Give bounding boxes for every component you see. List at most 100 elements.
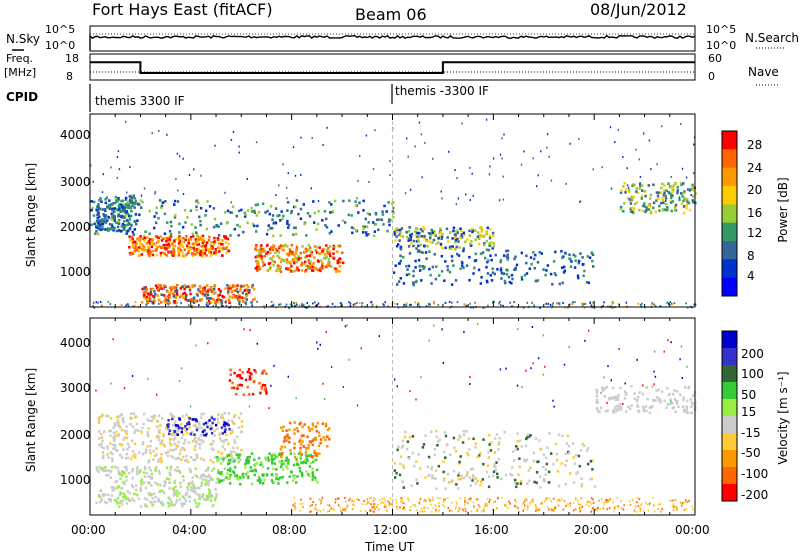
data-cell: [372, 234, 376, 238]
data-cell: [314, 438, 318, 441]
data-cell: [292, 258, 295, 261]
data-cell: [98, 443, 101, 447]
data-cell: [581, 302, 583, 305]
data-cell: [435, 429, 438, 433]
data-cell: [295, 249, 299, 252]
data-cell: [258, 249, 261, 252]
data-cell: [299, 257, 303, 260]
data-cell: [407, 239, 410, 242]
data-cell: [106, 219, 109, 222]
data-cell: [475, 509, 478, 512]
data-cell: [214, 496, 217, 500]
data-cell: [147, 299, 150, 303]
data-cell: [287, 462, 290, 465]
data-cell: [399, 277, 402, 280]
data-cell: [252, 287, 256, 291]
data-cell: [666, 387, 669, 390]
data-cell: [186, 485, 189, 489]
data-cell: [156, 286, 159, 289]
data-cell: [209, 251, 212, 254]
data-cell: [636, 358, 638, 361]
data-cell: [466, 472, 469, 476]
data-cell: [354, 200, 357, 203]
data-cell: [196, 493, 199, 496]
data-cell: [139, 469, 142, 472]
data-cell: [250, 372, 253, 376]
data-cell: [417, 244, 420, 248]
data-cell: [90, 200, 93, 203]
data-cell: [552, 497, 555, 500]
data-cell: [525, 272, 529, 275]
data-cell: [168, 438, 171, 441]
data-cell: [248, 393, 251, 396]
power-heatmap: [90, 114, 697, 309]
data-cell: [119, 477, 122, 480]
data-cell: [313, 256, 316, 259]
data-cell: [665, 189, 668, 193]
data-cell: [155, 248, 158, 251]
data-cell: [242, 475, 245, 479]
data-cell: [394, 239, 397, 242]
data-cell: [455, 483, 458, 486]
data-cell: [207, 482, 210, 485]
data-cell: [295, 247, 299, 250]
data-cell: [204, 434, 207, 437]
data-cell: [352, 303, 355, 306]
data-cell: [288, 248, 292, 251]
data-cell: [294, 505, 296, 508]
data-cell: [323, 252, 327, 256]
data-cell: [101, 222, 104, 226]
data-cell: [356, 302, 358, 305]
data-cell: [574, 259, 577, 263]
data-cell: [491, 247, 494, 250]
data-cell: [514, 499, 517, 502]
data-cell: [461, 261, 464, 265]
data-cell: [148, 209, 151, 213]
data-cell: [188, 500, 191, 503]
data-cell: [150, 293, 153, 296]
data-cell: [117, 229, 121, 232]
data-cell: [692, 508, 694, 511]
data-cell: [289, 268, 292, 271]
data-cell: [476, 498, 479, 501]
data-cell: [683, 190, 686, 193]
data-cell: [383, 204, 386, 208]
data-cell: [456, 252, 459, 256]
data-cell: [253, 380, 256, 383]
data-cell: [199, 223, 202, 227]
data-cell: [145, 288, 149, 291]
data-cell: [694, 192, 697, 195]
data-cell: [120, 413, 124, 417]
data-cell: [257, 210, 261, 214]
data-cell: [323, 210, 327, 213]
data-cell: [98, 219, 101, 222]
data-cell: [325, 445, 329, 448]
data-cell: [125, 432, 128, 436]
data-cell: [160, 206, 163, 209]
data-cell: [634, 509, 636, 512]
data-cell: [268, 261, 272, 265]
data-cell: [146, 431, 149, 434]
data-cell: [308, 427, 311, 431]
data-cell: [134, 213, 138, 216]
data-cell: [255, 248, 258, 252]
data-cell: [499, 477, 503, 481]
data-cell: [423, 234, 426, 238]
data-cell: [508, 280, 511, 284]
data-cell: [348, 499, 350, 502]
data-cell: [155, 435, 159, 439]
data-cell: [588, 501, 590, 503]
data-cell: [421, 446, 425, 449]
data-cell: [316, 480, 319, 484]
data-cell: [505, 268, 508, 272]
data-cell: [261, 264, 265, 268]
data-cell: [653, 370, 655, 373]
data-cell: [476, 235, 479, 239]
data-cell: [579, 201, 581, 203]
data-cell: [294, 174, 297, 177]
data-cell: [520, 275, 523, 279]
data-cell: [168, 481, 171, 484]
data-cell: [654, 210, 657, 214]
data-cell: [575, 472, 578, 476]
data-cell: [652, 398, 655, 402]
